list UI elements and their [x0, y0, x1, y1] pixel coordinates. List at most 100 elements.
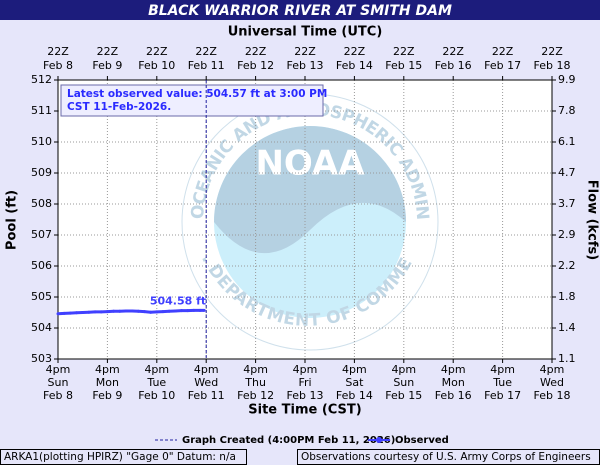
x2-tick-label: Feb 8	[43, 59, 73, 72]
x-tick-label: 4pm	[490, 363, 515, 376]
x-tick-label: 4pm	[46, 363, 71, 376]
x2-tick-label: Feb 17	[484, 59, 521, 72]
x-tick-label: 4pm	[194, 363, 219, 376]
x-tick-label: Feb 9	[92, 389, 122, 402]
x-tick-label: Sun	[48, 376, 69, 389]
data-point	[75, 311, 79, 315]
y-tick-label: 511	[31, 104, 52, 117]
x-tick-label: 4pm	[243, 363, 268, 376]
x2-tick-label: 22Z	[146, 45, 168, 58]
x2-tick-label: 22Z	[344, 45, 366, 58]
legend-label: Observed	[395, 435, 449, 446]
x-tick-label: Feb 14	[336, 389, 373, 402]
x-tick-label: Fri	[298, 376, 311, 389]
data-point	[62, 311, 66, 315]
y2-tick-label: 2.9	[558, 228, 576, 241]
last-value-label: 504.58 ft	[150, 294, 206, 307]
x-tick-label: 4pm	[342, 363, 367, 376]
watermark-text: NOAA	[255, 144, 365, 184]
data-point	[99, 310, 103, 314]
x-tick-label: Feb 12	[237, 389, 274, 402]
data-point	[161, 310, 165, 314]
x2-tick-label: 22Z	[294, 45, 316, 58]
data-point	[81, 311, 85, 314]
x-tick-label: Sat	[345, 376, 364, 389]
watermark-bird	[214, 126, 406, 254]
y-tick-label: 506	[31, 259, 52, 272]
data-point	[136, 309, 140, 313]
x-tick-label: Tue	[492, 376, 512, 389]
data-point	[173, 309, 177, 313]
y2-tick-label: 1.1	[558, 352, 576, 365]
x2-tick-label: Feb 18	[534, 59, 571, 72]
x2-tick-label: Feb 14	[336, 59, 373, 72]
x2-tick-label: 22Z	[97, 45, 119, 58]
x2-tick-label: 22Z	[245, 45, 267, 58]
x-tick-label: Feb 15	[385, 389, 422, 402]
data-point	[149, 310, 153, 314]
title-bar	[0, 0, 600, 20]
x-tick-label: Mon	[442, 376, 465, 389]
data-point	[186, 309, 190, 313]
y2-axis-title: Flow (kcfs)	[585, 180, 600, 260]
footer-left: ARKA1(plotting HPIRZ) "Gage 0" Datum: n/…	[4, 451, 236, 463]
y-tick-label: 508	[31, 197, 52, 210]
y-tick-label: 510	[31, 135, 52, 148]
chart-title: BLACK WARRIOR RIVER AT SMITH DAM	[148, 3, 452, 19]
y-tick-label: 512	[31, 73, 52, 86]
x-axis-title: Site Time (CST)	[248, 403, 361, 418]
legend-label: Graph Created (4:00PM Feb 11, 2026)	[182, 435, 395, 446]
x-tick-label: Feb 10	[138, 389, 175, 402]
data-point	[155, 310, 159, 314]
y-axis-title: Pool (ft)	[5, 190, 20, 250]
y2-tick-label: 6.1	[558, 135, 576, 148]
info-text: CST 11-Feb-2026.	[67, 101, 171, 113]
y2-tick-label: 9.9	[558, 73, 576, 86]
data-point	[68, 311, 72, 315]
data-point	[202, 308, 206, 312]
x2-tick-label: Feb 15	[385, 59, 422, 72]
data-point	[198, 308, 202, 312]
x-tick-label: Mon	[96, 376, 119, 389]
data-point	[93, 310, 97, 314]
y-tick-label: 507	[31, 228, 52, 241]
data-point	[112, 309, 116, 313]
y-tick-label: 504	[31, 321, 52, 334]
y2-tick-label: 1.4	[558, 321, 576, 334]
info-box	[60, 84, 324, 117]
data-point	[167, 309, 171, 313]
x-tick-label: 4pm	[391, 363, 416, 376]
x2-tick-label: Feb 12	[237, 59, 274, 72]
x-tick-label: Feb 11	[188, 389, 225, 402]
data-point	[192, 308, 196, 312]
x-tick-label: Sun	[393, 376, 414, 389]
x2-tick-label: Feb 13	[287, 59, 324, 72]
x-tick-label: 4pm	[540, 363, 565, 376]
x2-tick-label: 22Z	[442, 45, 464, 58]
x-tick-label: 4pm	[293, 363, 318, 376]
y-tick-label: 503	[31, 352, 52, 365]
y2-tick-label: 3.7	[558, 197, 576, 210]
x-tick-label: Thu	[244, 376, 266, 389]
x2-tick-label: Feb 11	[188, 59, 225, 72]
y2-tick-label: 7.8	[558, 104, 576, 117]
data-point	[142, 310, 146, 314]
x2-tick-label: 22Z	[195, 45, 217, 58]
y2-tick-label: 4.7	[558, 166, 576, 179]
x-tick-label: Feb 16	[435, 389, 472, 402]
data-point	[130, 309, 134, 313]
y2-tick-label: 2.2	[558, 259, 576, 272]
x-tick-label: 4pm	[441, 363, 466, 376]
x2-tick-label: 22Z	[492, 45, 514, 58]
data-point	[124, 309, 128, 313]
x-tick-label: Wed	[540, 376, 564, 389]
x-tick-label: 4pm	[95, 363, 120, 376]
x-tick-label: Feb 18	[534, 389, 571, 402]
x-tick-label: 4pm	[144, 363, 169, 376]
x2-tick-label: 22Z	[541, 45, 563, 58]
data-point	[118, 309, 122, 313]
top-axis-title: Universal Time (UTC)	[228, 25, 383, 40]
data-point	[180, 309, 183, 313]
x2-tick-label: 22Z	[47, 45, 69, 58]
